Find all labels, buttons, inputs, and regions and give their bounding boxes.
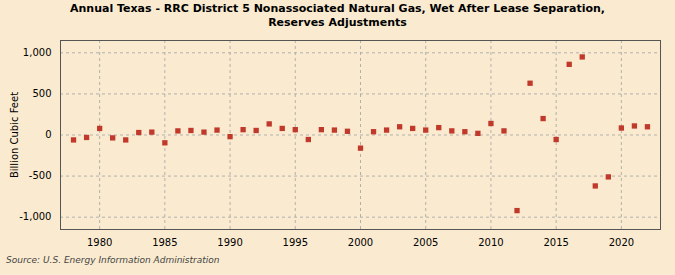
svg-text:2010: 2010 bbox=[478, 237, 503, 248]
svg-text:-1,000: -1,000 bbox=[19, 211, 51, 222]
svg-text:1985: 1985 bbox=[152, 237, 177, 248]
svg-text:1995: 1995 bbox=[283, 237, 308, 248]
svg-text:0: 0 bbox=[45, 129, 51, 140]
html-text:Source: U.S. Energy Informatio: Source: U.S. Energy Information Administ… bbox=[6, 255, 220, 265]
svg-text:-500: -500 bbox=[29, 170, 52, 181]
svg-text:1,000: 1,000 bbox=[23, 47, 52, 58]
html-text:Annual Texas - RRC District 5: Annual Texas - RRC District 5 Nonassocia… bbox=[70, 2, 605, 29]
svg-text:Billion Cubic Feet: Billion Cubic Feet bbox=[9, 92, 20, 178]
svg-text:500: 500 bbox=[32, 88, 51, 99]
svg-text:1980: 1980 bbox=[87, 237, 112, 248]
svg-text:2015: 2015 bbox=[543, 237, 568, 248]
svg-text:2020: 2020 bbox=[609, 237, 634, 248]
svg-text:2000: 2000 bbox=[348, 237, 373, 248]
svg-text:2005: 2005 bbox=[413, 237, 438, 248]
svg-text:1990: 1990 bbox=[217, 237, 242, 248]
